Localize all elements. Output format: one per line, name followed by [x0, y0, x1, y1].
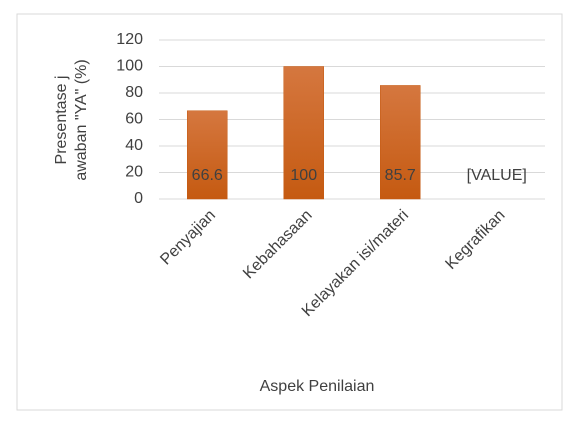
bar: [283, 66, 324, 200]
y-tick-label: 100: [116, 58, 143, 75]
y-tick-label: 120: [116, 31, 143, 48]
data-label: [VALUE]: [467, 167, 527, 184]
y-tick-label: 40: [125, 137, 143, 154]
y-tick-label: 0: [134, 190, 143, 207]
y-axis-title: Presentase j awaban "YA" (%): [53, 59, 90, 180]
data-label: 100: [290, 167, 317, 184]
data-label: 85.7: [385, 167, 416, 184]
bar: [187, 110, 228, 200]
x-axis-title: Aspek Penilaian: [260, 378, 375, 395]
y-tick-label: 80: [125, 84, 143, 101]
y-tick-label: 20: [125, 164, 143, 181]
bar: [380, 85, 421, 200]
y-tick-label: 60: [125, 111, 143, 128]
y-axis-title-line: Presentase j: [53, 76, 70, 165]
y-axis-title-line: awaban "YA" (%): [73, 59, 90, 180]
data-label: 66.6: [192, 167, 223, 184]
